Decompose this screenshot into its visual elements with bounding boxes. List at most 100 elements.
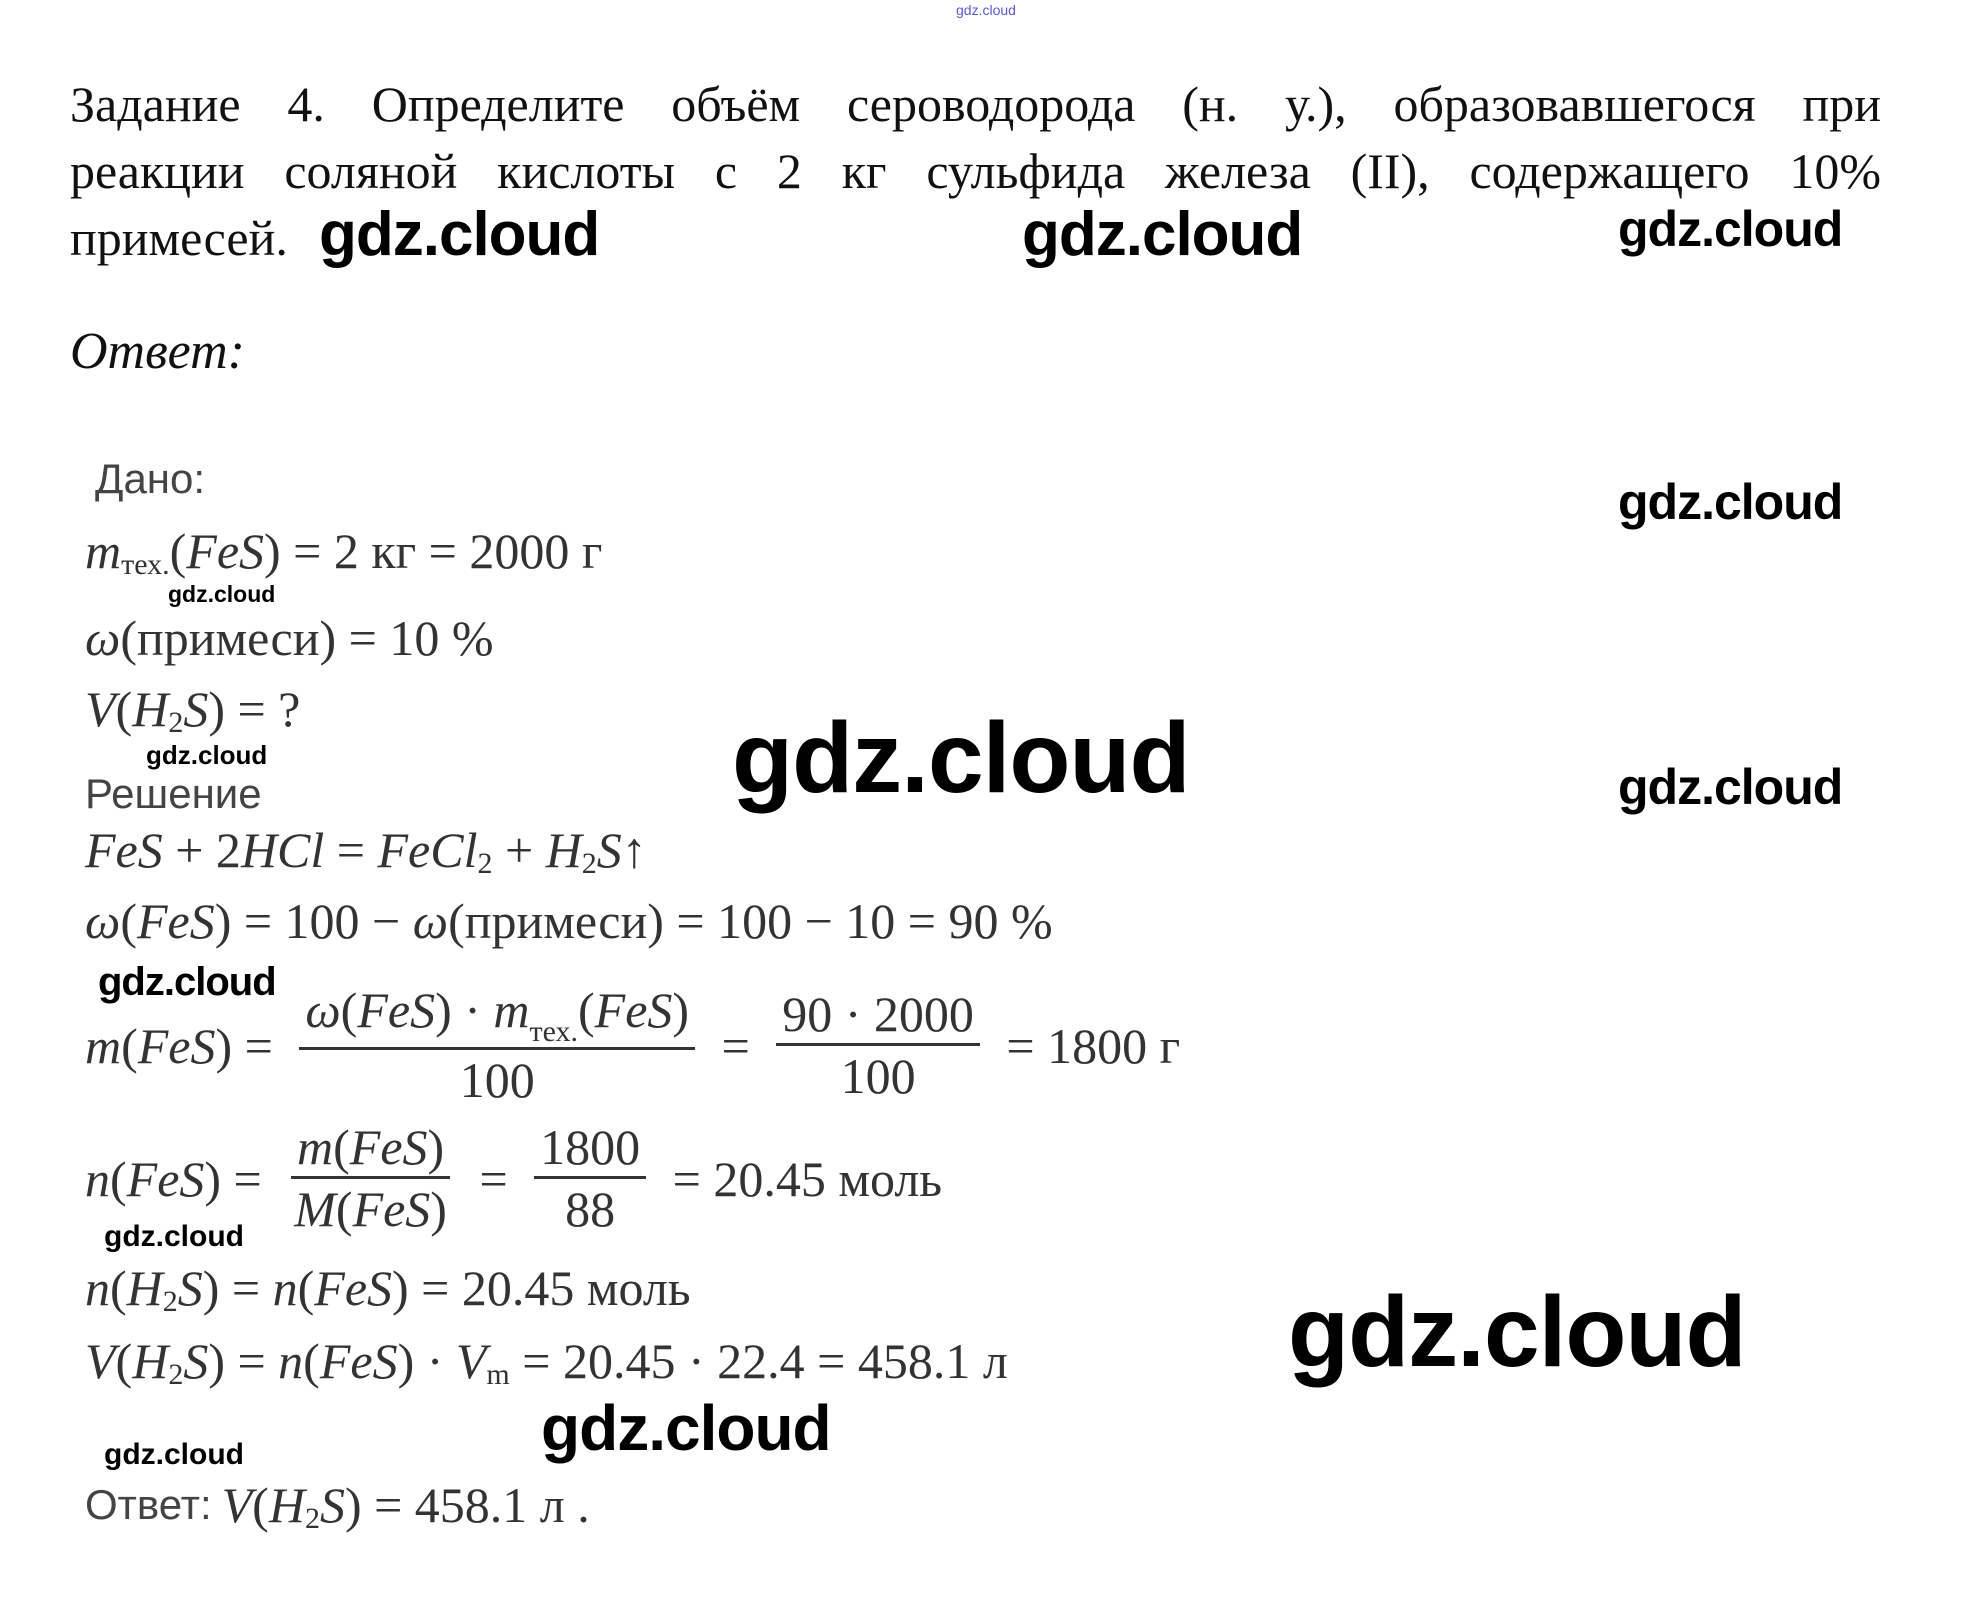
fraction: m(FeS) M(FeS) bbox=[288, 1118, 453, 1239]
fraction: ω(FeS) · mтех.(FeS) 100 bbox=[299, 981, 696, 1110]
formula-text: ( bbox=[252, 1477, 269, 1533]
formula-text: ( bbox=[110, 1260, 127, 1316]
solution-label: Решение bbox=[85, 770, 262, 817]
formula-variable: ω bbox=[85, 610, 121, 666]
formula-text: ) = bbox=[204, 1150, 275, 1207]
formula-h2s-moles: n(H 2 S) = n(FeS) = 20.45 моль bbox=[85, 1258, 691, 1318]
formula-variable: FeS bbox=[85, 822, 163, 878]
formula-text: = 1800 г bbox=[993, 1017, 1181, 1074]
formula-variable: FeS bbox=[594, 982, 673, 1038]
formula-text: = bbox=[709, 1017, 763, 1074]
watermark: gdz.cloud bbox=[168, 581, 276, 607]
formula-text: + 2 bbox=[162, 822, 241, 878]
formula-variable: V bbox=[221, 1477, 253, 1533]
task-text-line-3: примесей. bbox=[70, 210, 288, 266]
formula-variable: m bbox=[85, 523, 122, 579]
task-text-line-1: Задание 4. Определите объём сероводорода… bbox=[70, 76, 1881, 132]
formula-subscript: 2 bbox=[168, 1358, 184, 1391]
formula-text: ) = 458.1 л . bbox=[344, 1477, 590, 1533]
formula-variable: H bbox=[268, 1477, 305, 1533]
formula-text: ( bbox=[297, 1260, 315, 1316]
formula-text: ( bbox=[333, 1119, 350, 1175]
task-text-line-2: реакции соляной кислоты с 2 кг сульфида … bbox=[70, 143, 1881, 199]
formula-text: ( bbox=[110, 1150, 127, 1207]
watermark: gdz.cloud bbox=[104, 1438, 244, 1471]
formula-text: = 20.45 · 22.4 = 458.1 л bbox=[509, 1333, 1008, 1389]
formula-text: ) = bbox=[215, 1017, 286, 1074]
formula-variable: n bbox=[85, 1260, 110, 1316]
formula-variable: n bbox=[85, 1150, 110, 1207]
formula-text: ( bbox=[121, 1017, 138, 1074]
fraction-numerator: m(FeS) bbox=[291, 1118, 451, 1179]
watermark: gdz.cloud bbox=[1022, 200, 1303, 269]
formula-subscript: тех. bbox=[529, 1015, 579, 1048]
formula-variable: FeS bbox=[126, 1150, 205, 1207]
formula-text: 1800 bbox=[540, 1119, 641, 1175]
formula-variable: H bbox=[132, 681, 169, 737]
formula-subscript: 2 bbox=[477, 847, 493, 880]
formula-text: = bbox=[466, 1150, 521, 1207]
formula-text: ( bbox=[303, 1333, 320, 1389]
formula-variable: H bbox=[132, 1333, 169, 1389]
given-formula-impurity: ω (примеси) = 10 % bbox=[85, 608, 494, 668]
formula-variable: HCl bbox=[240, 822, 325, 878]
formula-text: (примеси) = 10 % bbox=[120, 610, 494, 666]
top-watermark: gdz.cloud bbox=[956, 2, 1016, 18]
formula-text: ) = bbox=[208, 1333, 279, 1389]
answer-heading: Ответ: bbox=[70, 323, 245, 380]
formula-text: ) = bbox=[202, 1260, 273, 1316]
formula-variable: H bbox=[126, 1260, 163, 1316]
formula-variable: S bbox=[183, 1333, 209, 1389]
formula-subscript: 2 bbox=[168, 706, 184, 739]
formula-variable: FeS bbox=[137, 1017, 216, 1074]
formula-variable: FeS bbox=[319, 1333, 398, 1389]
formula-variable: ω bbox=[85, 893, 121, 949]
fraction: 90 · 2000 100 bbox=[776, 985, 980, 1106]
final-answer-label: Ответ: bbox=[85, 1481, 212, 1528]
formula-variable: FeS bbox=[352, 1181, 431, 1237]
formula-variable: FeCl bbox=[377, 822, 478, 878]
formula-variable: m bbox=[493, 982, 530, 1038]
formula-text: ) = ? bbox=[208, 681, 301, 737]
given-formula-mass: m тех.(FeS) = 2 кг = 2000 г bbox=[85, 521, 602, 581]
watermark: gdz.cloud bbox=[1618, 759, 1843, 815]
formula-text: = bbox=[324, 822, 378, 878]
fraction: 1800 88 bbox=[534, 1118, 647, 1239]
formula-variable: m bbox=[297, 1119, 334, 1175]
formula-text: ) · bbox=[435, 982, 494, 1038]
formula-text: 88 bbox=[565, 1181, 616, 1237]
final-answer-formula: V(H 2 S) = 458.1 л . bbox=[222, 1475, 590, 1535]
watermark: gdz.cloud bbox=[1618, 201, 1843, 257]
formula-variable: V bbox=[85, 681, 116, 737]
formula-subscript: 2 bbox=[304, 1502, 320, 1535]
formula-text: 90 · 2000 bbox=[782, 986, 974, 1042]
formula-text: ( bbox=[120, 893, 137, 949]
formula-text: + bbox=[492, 822, 546, 878]
formula-text: ( bbox=[169, 523, 187, 579]
formula-text: ( bbox=[340, 982, 358, 1038]
formula-variable: H bbox=[545, 822, 582, 878]
watermark: gdz.cloud bbox=[98, 960, 277, 1004]
fraction-denominator: 88 bbox=[559, 1179, 621, 1239]
given-label: Дано: bbox=[95, 455, 206, 502]
final-answer: Ответ: V(H 2 S) = 458.1 л . bbox=[85, 1475, 590, 1535]
watermark: gdz.cloud bbox=[1288, 1276, 1747, 1388]
formula-text: ( bbox=[115, 681, 133, 737]
fraction-denominator: 100 bbox=[454, 1050, 541, 1110]
watermark: gdz.cloud bbox=[146, 740, 268, 770]
formula-variable: ω bbox=[305, 982, 341, 1038]
formula-variable: S bbox=[177, 1260, 203, 1316]
fraction-denominator: M(FeS) bbox=[288, 1179, 453, 1239]
formula-variable: M bbox=[294, 1181, 336, 1237]
formula-variable: m bbox=[85, 1017, 122, 1074]
formula-text: ( bbox=[578, 982, 595, 1038]
watermark: gdz.cloud bbox=[319, 200, 600, 269]
formula-variable: FeS bbox=[314, 1260, 393, 1316]
formula-text: ) = 20.45 моль bbox=[392, 1260, 691, 1316]
formula-variable: n bbox=[272, 1260, 298, 1316]
formula-text: ) bbox=[672, 982, 690, 1038]
watermark: gdz.cloud bbox=[1618, 474, 1843, 530]
fraction-numerator: 90 · 2000 bbox=[776, 985, 980, 1046]
formula-text: ) · bbox=[397, 1333, 456, 1389]
